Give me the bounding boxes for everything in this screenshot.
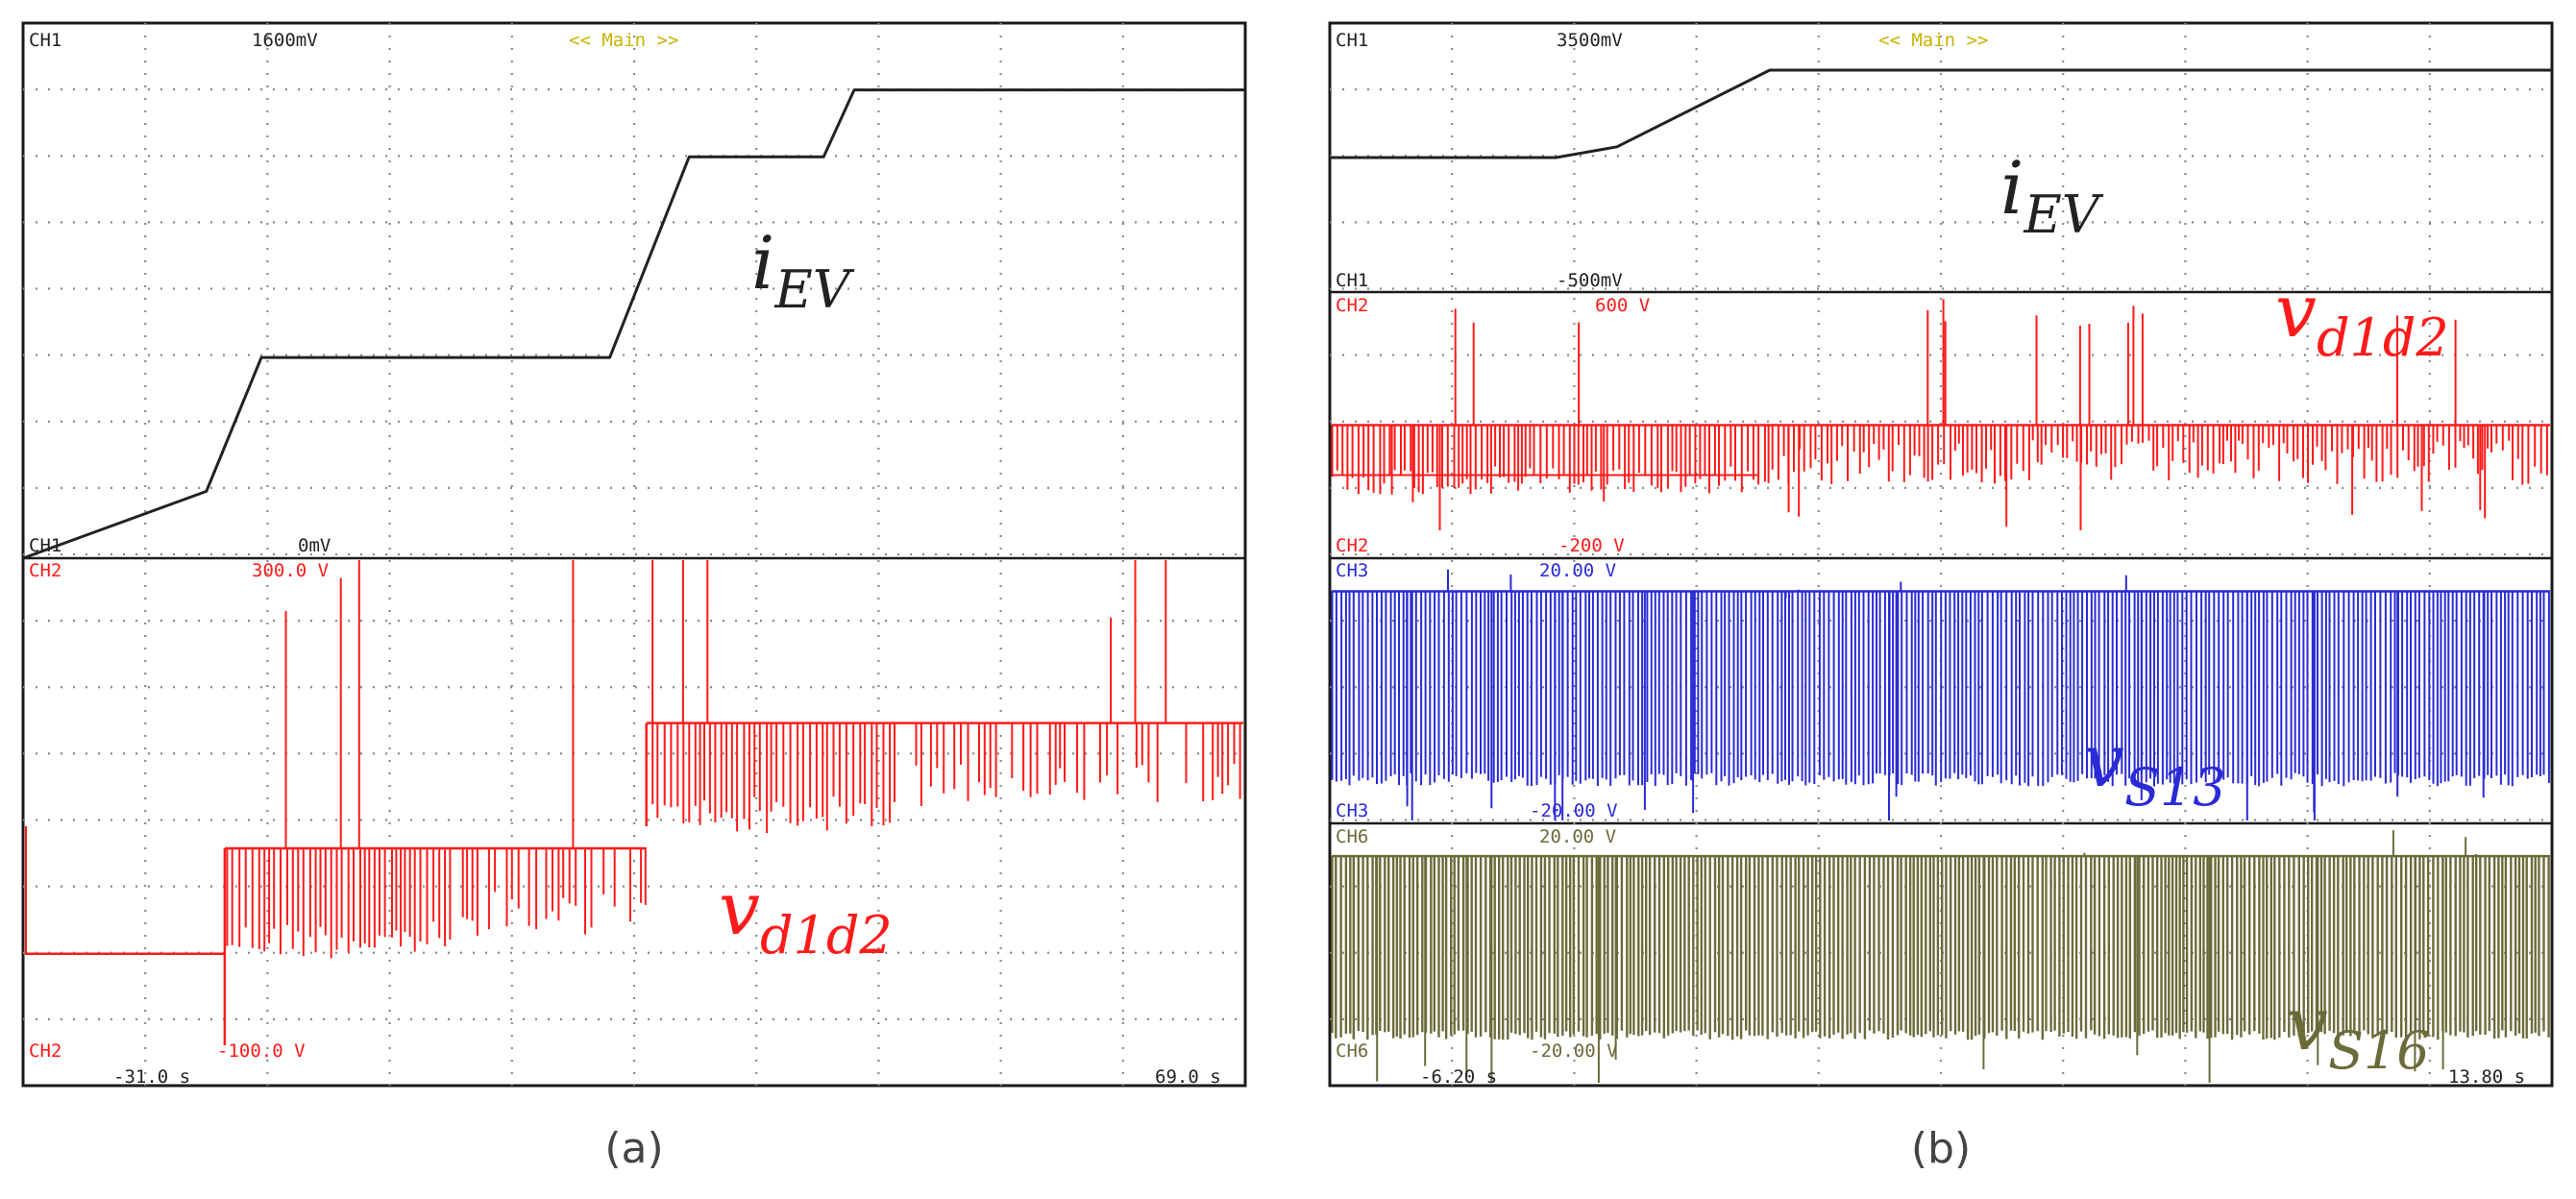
- panel-b-ch2-top: 600 V: [1595, 295, 1650, 316]
- panel-b-traces: [1330, 68, 2552, 1083]
- panel-a-iev-symbol-main: i: [751, 220, 774, 306]
- panel-b-ch2-name: CH2: [1336, 295, 1368, 316]
- panel-a-vd1d2-pulses: [226, 722, 1241, 959]
- panel-a-iev-trace: [22, 88, 1245, 560]
- panel-b-vs13-symbol-sub: S13: [2124, 757, 2226, 818]
- panel-b-ch3-name-bottom: CH3: [1336, 800, 1368, 821]
- panel-a-ch2-name: CH2: [29, 560, 61, 581]
- panel-b-ch6-bottom: -20.00 V: [1530, 1040, 1618, 1062]
- panel-b-vs16-symbol-main: v: [2287, 981, 2328, 1066]
- panel-a-time-end: 69.0 s: [1155, 1066, 1221, 1088]
- panel-b-ch3-top: 20.00 V: [1539, 560, 1616, 581]
- panel-a-ch1-name-bottom: CH1: [29, 535, 61, 556]
- panel-b-vd1d2-symbol-sub: d1d2: [2317, 307, 2449, 368]
- panel-b-ch6-top: 20.00 V: [1539, 826, 1616, 847]
- panel-b-vd1d2-symbol-main: v: [2275, 268, 2317, 354]
- panel-b-vd1d2-symbol: vd1d2: [2275, 268, 2449, 368]
- panel-a-vd1d2-symbol: vd1d2: [719, 866, 893, 966]
- panel-b-ch6-name: CH6: [1336, 826, 1368, 847]
- panel-b-ch3-bottom: -20.00 V: [1530, 800, 1618, 821]
- panel-a-iev-symbol-sub: EV: [773, 259, 854, 320]
- panel-b-time-start: -6.20 s: [1420, 1066, 1497, 1088]
- panel-b-vs16-symbol: vS16: [2287, 981, 2430, 1081]
- panel-b-vs16-symbol-sub: S16: [2328, 1020, 2430, 1081]
- panel-b: CH1 3500mV << Main >> CH1 -500mV CH2 600…: [1328, 21, 2554, 1088]
- panel-a-ch2-bottom: -100.0 V: [217, 1040, 306, 1062]
- panel-a-vd1d2-symbol-main: v: [719, 866, 760, 951]
- panel-a-ch1-name: CH1: [29, 30, 61, 51]
- panel-b-ch2-bottom: -200 V: [1558, 535, 1625, 556]
- panel-b-time-end: 13.80 s: [2448, 1066, 2525, 1088]
- panel-b-ch1-name: CH1: [1336, 30, 1368, 51]
- panel-a-vd1d2-symbol-sub: d1d2: [760, 905, 893, 966]
- panel-b-iev-symbol: iEV: [2000, 145, 2104, 245]
- panel-b-ch1-bottom: -500mV: [1557, 270, 1623, 291]
- panel-b-iev-symbol-main: i: [2000, 145, 2024, 231]
- panel-b-vs13-symbol-main: v: [2083, 718, 2124, 803]
- panel-b-vs13-spikes: [1406, 569, 2485, 820]
- panel-b-ch6-name-bottom: CH6: [1336, 1040, 1368, 1062]
- panel-a-ch1-bottom: 0mV: [298, 535, 331, 556]
- panel-a-frame: [21, 21, 1247, 1088]
- caption-b: (b): [1911, 1124, 1971, 1173]
- panel-b-iev-symbol-sub: EV: [2023, 184, 2103, 245]
- panel-a-time-start: -31.0 s: [113, 1066, 190, 1088]
- panel-b-vs16-spikes: [1376, 830, 2478, 1083]
- panel-a-menu: << Main >>: [569, 30, 678, 51]
- panel-b-ch2-name-bottom: CH2: [1336, 535, 1368, 556]
- panel-b-ch1-name-bottom: CH1: [1336, 270, 1368, 291]
- caption-a: (a): [604, 1124, 663, 1173]
- panel-b-vs13-pulses: [1331, 591, 2550, 787]
- panel-a-ch2-name-bottom: CH2: [29, 1040, 61, 1062]
- panel-a-ch2-top: 300.0 V: [252, 560, 329, 581]
- panel-a-ch1-top: 1600mV: [252, 30, 318, 51]
- panel-b-vd1d2-pulses: [1331, 425, 2548, 495]
- panel-a: CH1 1600mV << Main >> CH1 0mV CH2 300.0 …: [21, 21, 1247, 1088]
- panel-a-vd1d2-spikes: [284, 560, 1167, 848]
- panel-a-traces: [22, 88, 1245, 1045]
- panel-b-ch1-top: 3500mV: [1557, 30, 1623, 51]
- panel-a-iev-symbol: iEV: [751, 220, 855, 320]
- panel-b-vs13-symbol: vS13: [2083, 718, 2226, 818]
- panel-b-iev-trace: [1330, 68, 2552, 159]
- panel-b-vd1d2-spikes: [1390, 299, 2487, 530]
- panel-b-ch3-name: CH3: [1336, 560, 1368, 581]
- panel-b-menu: << Main >>: [1878, 30, 1988, 51]
